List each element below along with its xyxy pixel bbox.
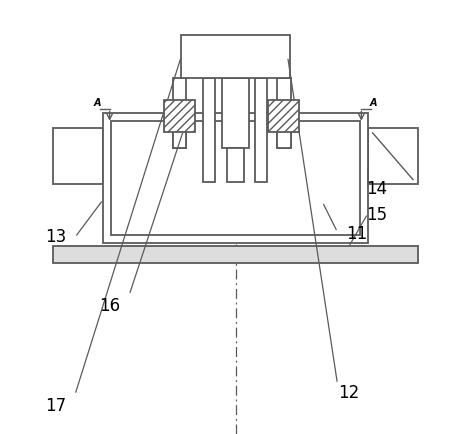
Bar: [181, 35, 290, 78]
Bar: [53, 246, 418, 263]
Bar: [268, 100, 299, 132]
Text: 17: 17: [45, 397, 66, 415]
Bar: [103, 113, 368, 243]
Bar: [277, 78, 291, 148]
Text: 16: 16: [99, 297, 120, 315]
Bar: [53, 128, 103, 184]
Text: 14: 14: [366, 180, 387, 198]
Bar: [368, 128, 418, 184]
Bar: [203, 78, 215, 182]
Text: 11: 11: [346, 225, 368, 243]
Text: A: A: [370, 98, 377, 108]
Text: 15: 15: [366, 206, 387, 224]
Text: 12: 12: [338, 384, 359, 402]
Bar: [172, 113, 187, 148]
Bar: [111, 121, 360, 235]
Bar: [164, 100, 195, 132]
Bar: [227, 148, 244, 182]
Text: 13: 13: [45, 227, 66, 246]
Text: A: A: [94, 98, 101, 108]
Bar: [222, 78, 249, 148]
Bar: [277, 113, 291, 148]
Bar: [172, 78, 187, 148]
Bar: [255, 78, 267, 182]
